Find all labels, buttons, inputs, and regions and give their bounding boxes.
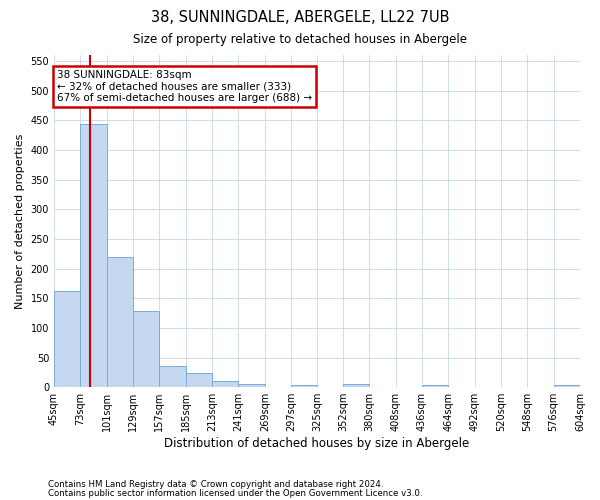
Text: 38, SUNNINGDALE, ABERGELE, LL22 7UB: 38, SUNNINGDALE, ABERGELE, LL22 7UB	[151, 10, 449, 25]
Text: Contains HM Land Registry data © Crown copyright and database right 2024.: Contains HM Land Registry data © Crown c…	[48, 480, 383, 489]
Bar	[133, 310, 160, 387]
Bar	[238, 384, 265, 387]
Bar	[160, 366, 186, 387]
Text: 38 SUNNINGDALE: 83sqm
← 32% of detached houses are smaller (333)
67% of semi-det: 38 SUNNINGDALE: 83sqm ← 32% of detached …	[57, 70, 312, 103]
Bar	[343, 384, 369, 387]
Bar	[80, 124, 107, 387]
Bar	[422, 385, 448, 387]
Bar	[554, 385, 580, 387]
Bar	[107, 256, 133, 387]
Text: Contains public sector information licensed under the Open Government Licence v3: Contains public sector information licen…	[48, 488, 422, 498]
Text: Size of property relative to detached houses in Abergele: Size of property relative to detached ho…	[133, 32, 467, 46]
Y-axis label: Number of detached properties: Number of detached properties	[15, 134, 25, 309]
Bar	[186, 373, 212, 387]
X-axis label: Distribution of detached houses by size in Abergele: Distribution of detached houses by size …	[164, 437, 470, 450]
Bar	[212, 382, 238, 387]
Bar	[291, 385, 317, 387]
Bar	[54, 290, 80, 387]
